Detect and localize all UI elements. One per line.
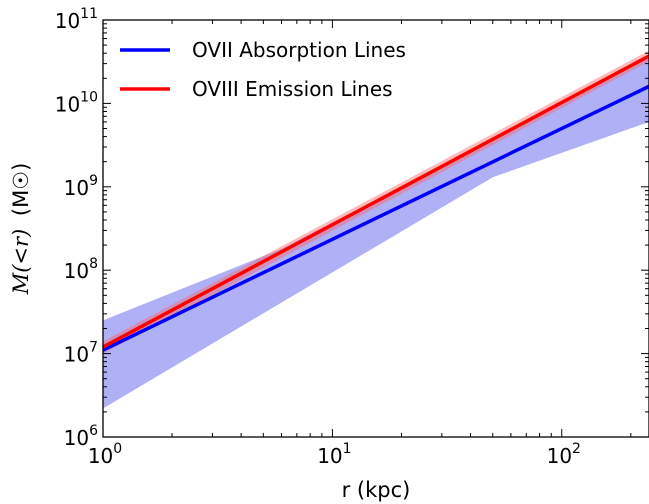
legend-label-ovii: OVII Absorption Lines	[192, 38, 406, 62]
y-tick-label: 106	[64, 423, 98, 450]
y-tick-label: 108	[64, 256, 98, 283]
confidence-bands	[103, 50, 649, 409]
series-line-0	[102, 84, 649, 352]
y-axis-label: M(<r) (M☉)	[9, 163, 33, 296]
y-tick-label: 109	[64, 173, 98, 200]
series-lines	[102, 54, 649, 352]
confidence-band-0	[103, 58, 649, 409]
axis-ticks	[102, 19, 649, 438]
plot-frame	[102, 19, 649, 438]
y-axis-label-symbol: M(<r)	[9, 229, 33, 296]
y-tick-label: 1011	[55, 6, 98, 33]
y-axis-label-unit: (M☉)	[9, 163, 33, 216]
y-tick-label: 1010	[55, 89, 98, 116]
x-tick-label: 101	[317, 441, 351, 468]
x-tick-label: 102	[547, 441, 581, 468]
x-axis-label: r (kpc)	[342, 478, 411, 502]
axis-tick-labels: 100 101 102 106 107 108 109 1010 1011	[55, 6, 581, 468]
legend-label-oviii: OVIII Emission Lines	[192, 77, 393, 101]
x-tick-label: 100	[88, 441, 122, 468]
y-tick-label: 107	[64, 340, 98, 367]
series-line-1	[102, 54, 649, 349]
legend: OVII Absorption Lines OVIII Emission Lin…	[120, 38, 406, 101]
